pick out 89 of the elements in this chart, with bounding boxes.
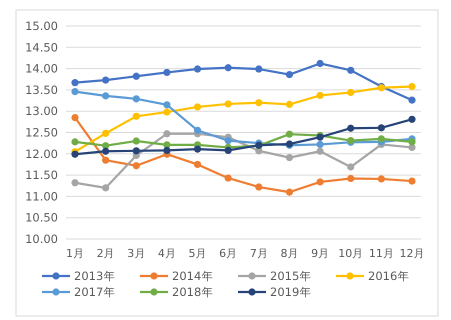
point bbox=[71, 150, 79, 158]
point bbox=[347, 163, 354, 171]
point bbox=[163, 146, 171, 154]
point bbox=[194, 126, 202, 134]
x-tick-label: 1月 bbox=[66, 247, 84, 260]
legend-label: 2017年 bbox=[74, 285, 116, 300]
point bbox=[408, 116, 416, 123]
point bbox=[163, 130, 171, 138]
point bbox=[71, 88, 79, 96]
legend-label: 2014年 bbox=[172, 269, 214, 284]
legend-label: 2019年 bbox=[270, 285, 312, 300]
point bbox=[194, 160, 202, 168]
point bbox=[132, 95, 140, 102]
point bbox=[408, 82, 416, 90]
point bbox=[408, 177, 416, 185]
point bbox=[347, 88, 354, 96]
x-tick-label: 9月 bbox=[311, 247, 330, 260]
point bbox=[347, 124, 354, 132]
point bbox=[132, 162, 140, 170]
point bbox=[194, 103, 202, 111]
point bbox=[347, 66, 354, 74]
point bbox=[102, 156, 110, 164]
point bbox=[194, 65, 202, 73]
point bbox=[286, 100, 294, 108]
legend-label: 2016年 bbox=[368, 269, 410, 284]
point bbox=[286, 188, 294, 196]
x-tick-label: 12月 bbox=[400, 247, 424, 260]
point bbox=[71, 79, 79, 86]
point bbox=[224, 64, 232, 72]
legend-label: 2013年 bbox=[74, 269, 116, 284]
point bbox=[163, 108, 171, 116]
point bbox=[132, 147, 140, 154]
point bbox=[408, 138, 416, 146]
point bbox=[71, 138, 79, 146]
point bbox=[132, 72, 140, 80]
y-tick-label: 11.00 bbox=[25, 189, 58, 204]
point bbox=[255, 99, 262, 106]
point bbox=[408, 96, 416, 104]
x-tick-label: 7月 bbox=[250, 247, 268, 260]
point bbox=[255, 65, 262, 73]
point bbox=[378, 124, 385, 132]
x-tick-label: 5月 bbox=[188, 247, 207, 260]
point bbox=[255, 183, 262, 191]
point bbox=[102, 130, 110, 137]
y-tick-label: 15.00 bbox=[25, 19, 58, 34]
point bbox=[71, 114, 79, 122]
point bbox=[71, 179, 79, 186]
point bbox=[286, 154, 294, 162]
x-tick-label: 3月 bbox=[127, 247, 146, 260]
point bbox=[224, 100, 232, 108]
point bbox=[316, 178, 324, 186]
point bbox=[224, 174, 232, 182]
point bbox=[224, 146, 232, 154]
point bbox=[378, 135, 385, 142]
x-tick-label: 8月 bbox=[280, 247, 298, 260]
y-tick-label: 14.00 bbox=[25, 62, 58, 76]
point bbox=[102, 92, 110, 100]
point bbox=[286, 130, 294, 138]
legend-label: 2015年 bbox=[270, 269, 312, 284]
point bbox=[316, 92, 324, 100]
y-tick-label: 10.00 bbox=[25, 232, 58, 246]
y-tick-label: 13.00 bbox=[25, 104, 58, 118]
y-tick-label: 10.50 bbox=[25, 210, 58, 225]
y-tick-label: 14.50 bbox=[25, 40, 58, 54]
point bbox=[102, 184, 110, 192]
point bbox=[132, 112, 140, 120]
x-tick-label: 4月 bbox=[158, 247, 176, 260]
y-tick-label: 11.50 bbox=[25, 168, 58, 182]
point bbox=[102, 76, 110, 84]
point bbox=[347, 174, 354, 182]
point bbox=[316, 140, 324, 148]
x-tick-label: 2月 bbox=[96, 247, 115, 260]
x-tick-label: 10月 bbox=[338, 247, 364, 260]
point bbox=[316, 148, 324, 155]
point bbox=[102, 148, 110, 155]
legend-label: 2018年 bbox=[172, 285, 214, 300]
point bbox=[378, 175, 385, 183]
point bbox=[163, 68, 171, 76]
x-tick-label: 11月 bbox=[368, 247, 394, 260]
point bbox=[132, 137, 140, 145]
point bbox=[286, 70, 294, 78]
point bbox=[316, 60, 324, 68]
y-tick-label: 12.50 bbox=[25, 126, 58, 140]
point bbox=[224, 136, 232, 144]
point bbox=[194, 146, 202, 153]
y-tick-label: 12.00 bbox=[25, 146, 58, 161]
point bbox=[163, 101, 171, 108]
x-tick-label: 6月 bbox=[219, 247, 238, 260]
y-tick-label: 13.50 bbox=[25, 82, 58, 97]
